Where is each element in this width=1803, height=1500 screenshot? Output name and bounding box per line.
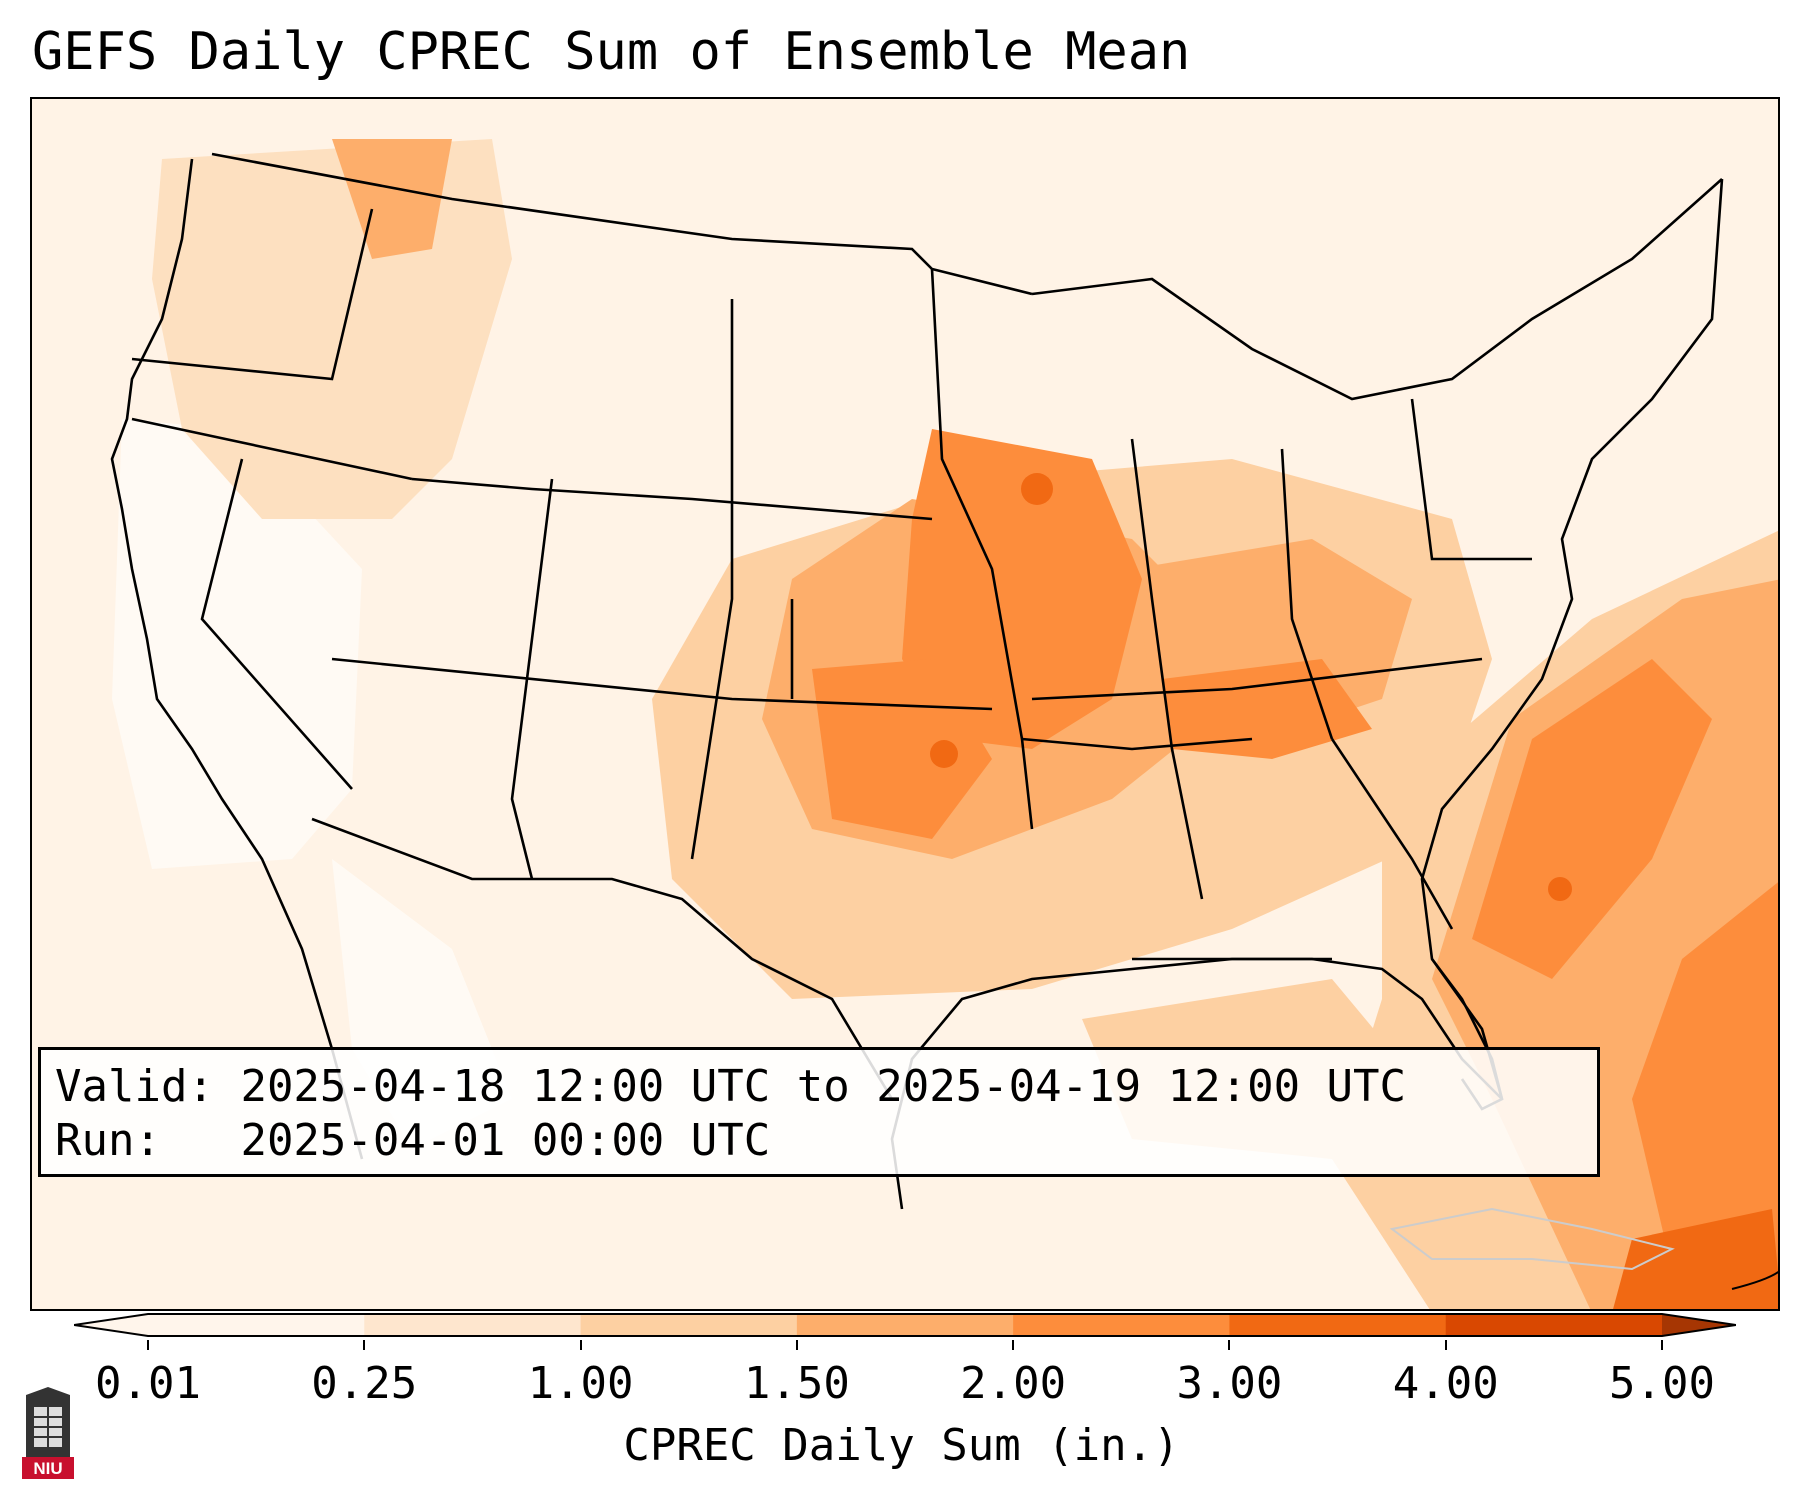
colorbar-tick-mark [579, 1340, 582, 1350]
colorbar-outline [74, 1313, 1736, 1337]
map-title: GEFS Daily CPREC Sum of Ensemble Mean [32, 22, 1191, 82]
info-box: Valid: 2025-04-18 12:00 UTC to 2025-04-1… [38, 1047, 1600, 1177]
state-line-central [930, 268, 1034, 830]
northern-border [211, 152, 1033, 296]
logo-banner [22, 1457, 74, 1479]
precip-heavy-caribbean [1632, 882, 1778, 1309]
precip-max-oklahoma [930, 740, 958, 768]
niu-logo: NIU [22, 1387, 74, 1479]
colorbar-label: CPREC Daily Sum (in.) [623, 1420, 1180, 1471]
colorbar-extend-max [1662, 1314, 1736, 1336]
colorbar-segment [148, 1314, 365, 1336]
great-lakes-border [1031, 178, 1723, 401]
colorbar-segment [1229, 1314, 1447, 1336]
logo-text: NIU [33, 1459, 62, 1478]
state-line-ga-al [1330, 738, 1454, 930]
colorbar-tick-label: 4.00 [1392, 1358, 1499, 1409]
colorbar-segment [796, 1314, 1014, 1336]
colorbar-tick-label: 0.01 [95, 1358, 201, 1409]
colorbar-segment [1013, 1314, 1230, 1336]
colorbar-tick-label: 1.00 [527, 1358, 634, 1409]
colorbar-segment [364, 1314, 582, 1336]
colorbar-tick-label: 5.00 [1609, 1358, 1715, 1409]
colorbar-graphic [74, 1313, 1736, 1337]
west-coastline [110, 158, 364, 1160]
valid-label: Valid: [55, 1061, 214, 1112]
state-line-or-ca [131, 417, 413, 481]
state-line-ut-az [510, 478, 554, 880]
precip-max-atlantic [1548, 877, 1572, 901]
state-line-pa [1410, 398, 1532, 561]
state-line-or-id [131, 208, 374, 381]
precip-heavy-atlantic-band [1472, 659, 1712, 979]
precip-very-heavy-caribbean [1613, 1209, 1778, 1309]
state-line-in [1280, 448, 1334, 740]
run-row: Run: 2025-04-01 00:00 UTC [55, 1114, 1583, 1168]
colorbar-extend-min [74, 1314, 148, 1336]
colorbar-tick-label: 2.00 [960, 1358, 1067, 1409]
colorbar-tick-mark [363, 1340, 366, 1350]
colorbar-tick-label: 1.50 [743, 1358, 850, 1409]
valid-value: 2025-04-18 12:00 UTC to 2025-04-19 12:00… [240, 1061, 1407, 1112]
precip-heavy-midwest [902, 429, 1142, 749]
state-line-tn [1031, 657, 1483, 701]
state-line-ms [1130, 438, 1204, 900]
colorbar-segment [1445, 1314, 1663, 1336]
state-line-ar [1021, 737, 1253, 751]
colorbar-tick-mark [1012, 1340, 1015, 1350]
colorbar-tick-mark [1444, 1340, 1447, 1350]
run-value: 2025-04-01 00:00 UTC [240, 1115, 771, 1166]
state-line-row2 [331, 657, 993, 711]
state-line-co-nm [690, 299, 734, 860]
mexico-border [311, 817, 894, 1100]
colorbar-segment [580, 1314, 798, 1336]
precip-max-iowa [1021, 473, 1053, 505]
projection-edge [1731, 1270, 1778, 1290]
precip-moderate-idaho [332, 139, 452, 259]
colorbar-tick-label: 3.00 [1176, 1358, 1283, 1409]
dry-area-west [112, 419, 362, 869]
colorbar-tick-label: 0.25 [311, 1358, 418, 1409]
colorbar-tick-mark [147, 1340, 149, 1350]
precip-heavy-tennessee [1162, 659, 1372, 759]
state-line-nv [200, 458, 353, 790]
colorbar [74, 1310, 1736, 1340]
colorbar-tick-mark [1661, 1340, 1663, 1350]
run-label: Run: [55, 1115, 161, 1166]
valid-row: Valid: 2025-04-18 12:00 UTC to 2025-04-1… [55, 1060, 1583, 1114]
colorbar-tick-mark [795, 1340, 798, 1350]
state-line-row1 [411, 477, 933, 521]
colorbar-ticks: 0.01 0.25 1.00 1.50 2.00 3.00 4.00 5.00 [0, 1340, 1803, 1450]
cuba-outline [1389, 1207, 1675, 1271]
colorbar-tick-mark [1228, 1340, 1231, 1350]
